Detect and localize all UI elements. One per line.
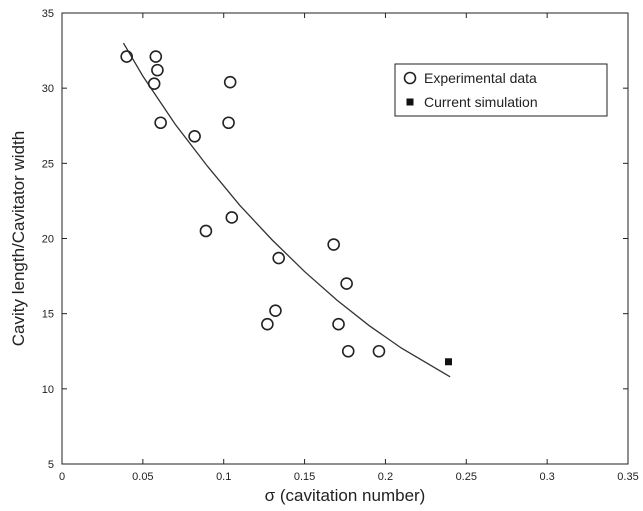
x-tick-label: 0.1 [216,471,231,483]
experimental-data-point [327,238,340,251]
experimental-data-point [154,116,167,130]
legend-box [394,63,608,117]
y-tick-label: 35 [42,8,54,20]
y-tick-label: 15 [42,309,54,321]
x-axis: 0 0.05 0.1 0.15 0.2 0.25 0.3 0.35 [59,13,639,483]
x-tick-label: 0.3 [539,471,554,483]
y-tick-label: 25 [42,158,54,170]
experimental-data-point [120,50,133,63]
experimental-data-point [149,50,163,63]
experimental-data-point [151,63,164,77]
x-tick-label: 0.2 [378,471,393,483]
fit-curve [122,42,451,378]
experimental-data-point [340,277,353,290]
x-axis-label: σ (cavitation number) [265,486,426,505]
x-tick-label: 0.15 [294,471,315,483]
y-tick-label: 20 [42,234,54,246]
experimental-data-point [225,211,239,224]
legend: Experimental data Current simulation [394,63,608,117]
y-axis: 5 10 15 20 25 30 35 [42,8,628,471]
fit-curve-layer [122,42,451,378]
simulation-data-point [444,358,452,366]
y-axis-label: Cavity length/Cavitator width [9,131,28,346]
x-tick-label: 0.35 [617,471,638,483]
experimental-data-point [272,251,285,265]
legend-label-experimental: Experimental data [424,70,537,86]
experimental-data-point [223,75,237,89]
experimental-data-point [269,304,282,317]
experimental-data-point [341,344,355,358]
x-tick-label: 0.05 [132,471,153,483]
y-tick-label: 5 [48,459,54,471]
x-tick-label: 0.25 [456,471,477,483]
experimental-data-point [372,344,386,358]
y-tick-label: 10 [42,384,54,396]
x-tick-label: 0 [59,471,65,483]
experimental-data-point [222,116,235,130]
legend-label-simulation: Current simulation [424,94,538,110]
legend-marker-experimental [403,71,417,85]
legend-marker-simulation [406,98,414,106]
data-points-layer [120,50,452,366]
experimental-data-point [261,317,274,331]
experimental-data-point [332,317,345,331]
y-tick-label: 30 [42,83,54,95]
experimental-data-point [199,224,213,238]
experimental-data-point [147,77,161,90]
experimental-data-point [188,129,201,143]
